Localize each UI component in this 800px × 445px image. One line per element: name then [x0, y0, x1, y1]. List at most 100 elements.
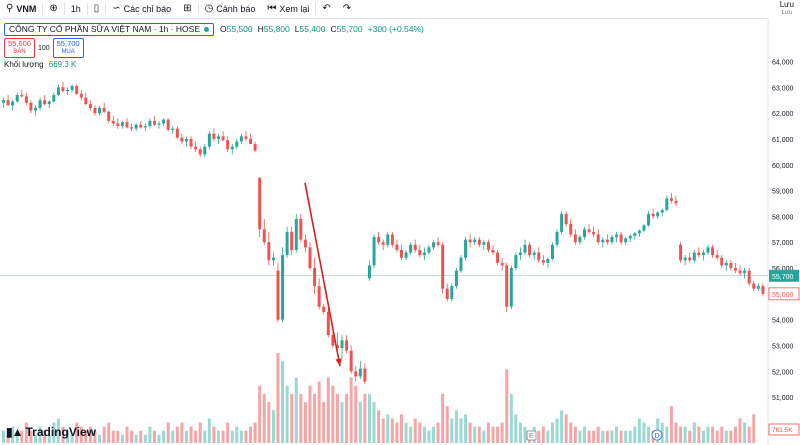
volume-bar — [2, 430, 5, 443]
volume-bar — [592, 430, 596, 443]
candle-body — [52, 95, 56, 102]
alert-button[interactable]: ◷ Cảnh báo — [199, 0, 262, 18]
symbol-title-box[interactable]: CÔNG TY CỔ PHẦN SỮA VIỆT NAM · 1h · HOSE — [4, 22, 214, 36]
candle-body — [523, 244, 527, 253]
volume-bar — [628, 430, 632, 443]
candle-body — [322, 306, 326, 312]
symbol-search-button[interactable]: ⚲ VNM — [0, 0, 42, 18]
volume-bar — [665, 426, 669, 443]
candle-body — [47, 101, 51, 105]
price-tick-label: 56,000 — [772, 266, 794, 273]
volume-bar — [253, 422, 257, 443]
buy-button[interactable]: 55,700 MUA — [52, 38, 84, 58]
volume-bar — [427, 430, 431, 443]
candle-body — [432, 242, 436, 248]
candle-body — [729, 262, 733, 269]
candle-body — [496, 252, 500, 263]
candle-body — [157, 123, 161, 125]
candle-body — [189, 138, 193, 147]
volume-bar — [24, 422, 28, 443]
volume-bar — [244, 430, 248, 443]
volume-bar — [386, 414, 390, 443]
volume-bar — [203, 430, 207, 443]
sell-button[interactable]: 55,600 BÁN — [4, 38, 35, 58]
volume-bar — [262, 393, 266, 443]
candle-body — [404, 252, 408, 258]
volume-bar — [249, 426, 253, 443]
candle-body — [313, 268, 317, 287]
volume-bar — [450, 418, 454, 443]
candle-body — [418, 249, 422, 256]
price-tick-label: 62,000 — [772, 111, 794, 118]
volume-bar — [331, 385, 335, 443]
volume-bar — [509, 393, 513, 443]
volume-bar — [230, 430, 234, 443]
candle-body — [573, 234, 577, 243]
candle-body — [294, 218, 298, 250]
volume-bar — [335, 393, 339, 443]
tradingview-mark-icon: ▮▲ — [6, 425, 24, 439]
candle-body — [743, 270, 747, 274]
candle-body — [317, 286, 321, 307]
save-button[interactable]: Lưu Lưu — [780, 1, 794, 17]
indicators-button[interactable]: ∽ Các chỉ báo — [106, 0, 177, 18]
volume-bar — [743, 422, 747, 443]
candle-body — [518, 252, 522, 256]
volume-bar — [267, 402, 271, 443]
candle-body — [166, 119, 170, 130]
volume-bar — [162, 430, 166, 443]
volume-bar — [647, 426, 651, 443]
templates-button[interactable]: ⊞ — [177, 0, 197, 18]
candle-body — [450, 286, 454, 299]
volume-bar — [569, 422, 573, 443]
candle-body — [464, 239, 468, 258]
market-status-dot — [204, 26, 209, 32]
candle-body — [303, 239, 307, 248]
volume-bar — [624, 430, 628, 443]
volume-bar — [669, 406, 673, 443]
candle-body — [692, 252, 696, 261]
candle-body — [395, 244, 399, 250]
candle-body — [84, 97, 88, 105]
volume-bar — [688, 430, 692, 443]
volume-bar — [715, 430, 719, 443]
candle-body — [253, 144, 257, 151]
redo-button[interactable]: ↷ — [337, 0, 357, 18]
candle-body — [29, 102, 33, 111]
volume-bar — [125, 426, 129, 443]
candle-body — [660, 209, 664, 213]
candle-body — [299, 218, 303, 240]
tradingview-logo[interactable]: ▮▲ TradingView — [6, 425, 96, 439]
logo-text: TradingView — [25, 425, 96, 439]
last-price-label: 55,700 — [772, 274, 794, 281]
replay-button[interactable]: ⏮ Xem lại — [261, 0, 315, 18]
interval-label: 1h — [70, 4, 81, 14]
volume-bar — [491, 426, 495, 443]
volume-bar — [486, 422, 490, 443]
compare-button[interactable]: ⊕ — [43, 0, 63, 18]
candle-body — [656, 212, 660, 217]
candle-body — [619, 234, 623, 243]
chart-type-button[interactable]: ▯ — [88, 0, 106, 18]
grid-icon: ⊞ — [183, 3, 192, 14]
candle-body — [628, 235, 632, 239]
price-tick-label: 52,000 — [772, 369, 794, 376]
undo-button[interactable]: ↶ — [316, 0, 336, 18]
symbol-title: CÔNG TY CỔ PHẦN SỮA VIỆT NAM · 1h · HOSE — [9, 24, 200, 34]
candle-body — [633, 233, 637, 236]
annotation-arrow-line — [304, 182, 341, 367]
volume-bar — [409, 426, 413, 443]
volume-bar — [583, 426, 586, 443]
candle-body — [43, 100, 47, 105]
volume-bar — [184, 430, 188, 443]
volume-bar — [390, 418, 394, 443]
volume-bar — [541, 426, 545, 443]
candle-body — [93, 107, 97, 114]
volume-bar — [615, 426, 619, 443]
candle-body — [441, 244, 445, 289]
candle-body — [683, 257, 687, 261]
candle-body — [587, 229, 591, 232]
price-chart[interactable]: 64,000 63,000 62,000 61,000 60,000 59,000 58,0… — [0, 18, 800, 445]
candle-body — [381, 242, 385, 245]
interval-button[interactable]: 1h — [65, 0, 87, 18]
